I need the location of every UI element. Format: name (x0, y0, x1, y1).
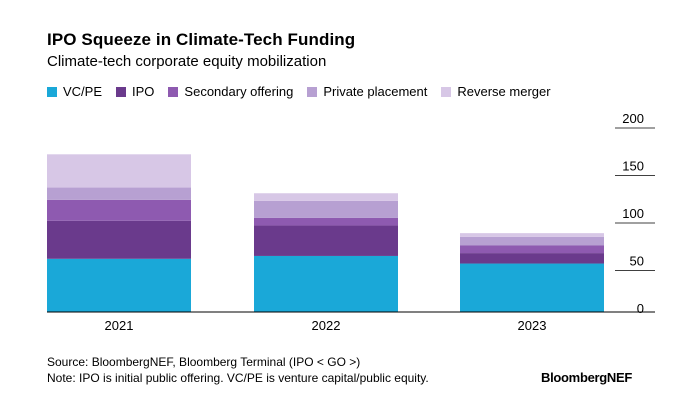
bar-segment (47, 220, 191, 259)
legend-swatch (116, 86, 127, 97)
bar-segment (254, 200, 398, 218)
bar-segment (47, 199, 191, 221)
bar-segment (254, 193, 398, 201)
y-tick-label: 50 (630, 254, 644, 269)
x-tick-label: 2023 (518, 318, 547, 333)
y-tick-label: 150 (622, 159, 644, 174)
bar-segment (254, 217, 398, 226)
y-tick-label: 200 (622, 111, 644, 126)
source-note: Source: BloombergNEF, Bloomberg Terminal… (47, 355, 361, 369)
chart-legend: VC/PE IPO Secondary offering Private placem… (47, 84, 565, 99)
legend-swatch (168, 86, 179, 97)
bar-segment (47, 187, 191, 200)
bar-segment (47, 154, 191, 188)
legend-item: Private placement (307, 84, 427, 99)
chart-title: IPO Squeeze in Climate-Tech Funding (47, 30, 356, 49)
x-tick-label: 2021 (105, 318, 134, 333)
brand-watermark: BloombergNEF (541, 370, 633, 385)
footnote: Note: IPO is initial public offering. VC… (47, 371, 429, 385)
bar-segment (460, 245, 604, 254)
legend-item: Reverse merger (441, 84, 551, 99)
legend-label: IPO (132, 84, 155, 99)
legend-label: Private placement (323, 84, 428, 99)
bar-segment (460, 263, 604, 312)
legend-item: VC/PE (47, 84, 102, 99)
legend-label: Secondary offering (184, 84, 294, 99)
bar-segment (254, 255, 398, 312)
legend-swatch (47, 86, 57, 97)
y-tick-label: 100 (622, 206, 644, 221)
legend-item: IPO (116, 84, 154, 99)
legend-item: Secondary offering (168, 84, 293, 99)
legend-label: Reverse merger (457, 84, 551, 99)
bar-segment (460, 233, 604, 237)
y-tick-label: 0 (637, 301, 644, 316)
legend-swatch (307, 86, 318, 97)
legend-label: VC/PE (63, 84, 103, 99)
bar-segment (47, 258, 191, 312)
chart-subtitle: Climate-tech corporate equity mobilizati… (47, 53, 327, 70)
bar-segment (460, 236, 604, 246)
legend-swatch (441, 86, 452, 97)
bar-segment (460, 253, 604, 264)
bar-segment (254, 225, 398, 256)
x-tick-label: 2022 (312, 318, 341, 333)
